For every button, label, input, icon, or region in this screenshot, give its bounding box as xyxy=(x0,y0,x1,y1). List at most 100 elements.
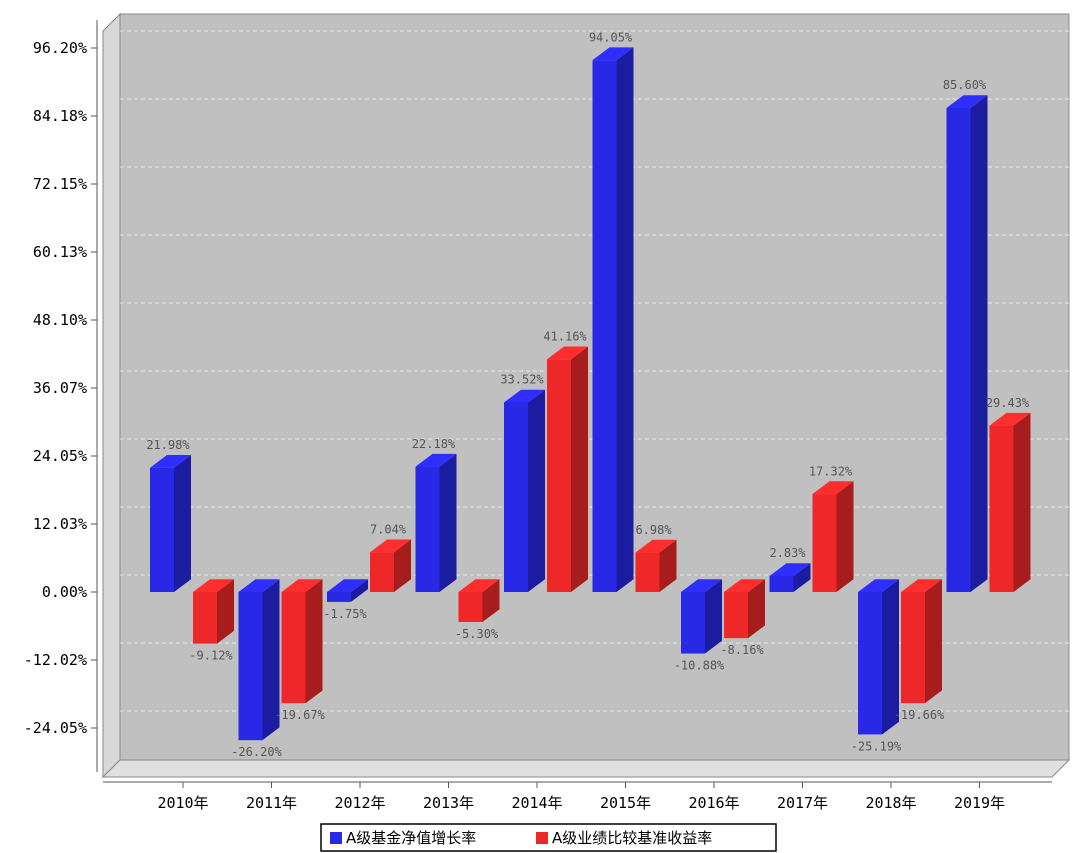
data-label: 7.04% xyxy=(370,522,407,536)
bar-front xyxy=(281,592,306,704)
bar-1-2 xyxy=(370,539,411,592)
y-tick-label: 12.03% xyxy=(33,515,87,533)
y-tick-label: 24.05% xyxy=(33,447,87,465)
bar-top xyxy=(724,579,765,592)
bar-front xyxy=(547,359,571,592)
x-tick-label: 2016年 xyxy=(688,794,739,812)
bar-front xyxy=(415,466,440,592)
y-tick-label: 96.20% xyxy=(33,39,87,57)
bar-1-5 xyxy=(635,539,677,592)
data-label: 17.32% xyxy=(809,464,853,478)
bar-0-2 xyxy=(327,579,368,602)
data-label: 22.18% xyxy=(412,437,456,451)
y-tick-label: 36.07% xyxy=(33,379,87,397)
bar-1-6 xyxy=(724,579,765,639)
y-tick-label: -24.05% xyxy=(24,719,87,737)
bar-top xyxy=(989,412,1031,426)
bar-side xyxy=(394,539,411,592)
bar-side xyxy=(571,346,588,592)
bars xyxy=(150,47,1031,741)
data-labels: 21.98% -9.12% -26.20% -19.67% -1.75% 7.04% 22.… xyxy=(146,30,1030,759)
bar-front xyxy=(238,592,263,741)
bar-1-4 xyxy=(547,346,588,592)
data-label: 33.52% xyxy=(500,373,544,387)
bar-side xyxy=(882,579,899,735)
data-label: 94.05% xyxy=(589,30,633,44)
x-tick-label: 2017年 xyxy=(777,794,828,812)
x-tick-label: 2010年 xyxy=(157,794,208,812)
bar-front xyxy=(901,592,925,704)
data-label: -26.20% xyxy=(231,745,282,759)
bar-0-1 xyxy=(238,579,280,741)
bar-side xyxy=(305,579,323,704)
bar-side xyxy=(836,481,854,592)
y-tick-label: 84.18% xyxy=(33,107,87,125)
bar-side xyxy=(748,579,765,639)
bar-front xyxy=(946,107,971,593)
data-label: 21.98% xyxy=(146,438,190,452)
bar-top xyxy=(504,389,545,403)
bar-0-7 xyxy=(769,563,811,592)
bar-top xyxy=(901,579,942,592)
bar-0-6 xyxy=(681,579,722,654)
bar-top xyxy=(635,539,677,553)
bar-0-4 xyxy=(504,389,545,592)
bar-top xyxy=(458,579,500,592)
legend: A级基金净值增长率 A级业绩比较基准收益率 xyxy=(320,823,777,852)
data-label: -9.12% xyxy=(189,649,233,663)
bar-top xyxy=(415,453,457,467)
bar-side xyxy=(439,453,457,592)
bar-side xyxy=(970,95,988,593)
bar-front xyxy=(327,592,351,602)
bar-front xyxy=(370,552,394,592)
y-tick-label: 60.13% xyxy=(33,243,87,261)
bar-top xyxy=(193,579,234,592)
bar-1-8 xyxy=(901,579,942,704)
x-tick-label: 2018年 xyxy=(865,794,916,812)
legend-swatch-series-a xyxy=(330,832,342,844)
bar-front xyxy=(504,402,528,592)
y-tick-label: 48.10% xyxy=(33,311,87,329)
bar-top xyxy=(547,346,588,360)
bar-top xyxy=(812,481,854,495)
bar-top xyxy=(281,579,323,592)
bar-side xyxy=(616,47,634,592)
bar-front xyxy=(724,592,748,639)
bar-side xyxy=(705,579,722,654)
plot-border xyxy=(120,13,1070,760)
bar-top xyxy=(592,47,634,61)
bar-front xyxy=(681,592,705,654)
bar-side xyxy=(262,579,280,741)
axes: -24.05% -12.02% 0.00% 12.03% 24.05% 36.07% 48.… xyxy=(24,20,1052,812)
bar-front xyxy=(193,592,217,644)
data-label: -8.16% xyxy=(720,643,764,657)
legend-label-series-a: A级基金净值增长率 xyxy=(346,829,476,847)
y-tick-label: 72.15% xyxy=(33,175,87,193)
x-tick-label: 2013年 xyxy=(423,794,474,812)
bar-1-1 xyxy=(281,579,323,704)
bar-top xyxy=(370,539,411,553)
x-tick-label: 2015年 xyxy=(600,794,651,812)
bar-top xyxy=(946,95,988,108)
bar-side xyxy=(174,454,191,592)
data-label: 85.60% xyxy=(943,78,987,92)
data-label: -10.88% xyxy=(674,659,725,673)
bar-side xyxy=(793,563,811,592)
plot-left-wall xyxy=(102,12,121,779)
bar-top xyxy=(238,579,280,592)
x-tick-label: 2011年 xyxy=(246,794,297,812)
bar-side xyxy=(925,579,942,704)
data-label: -19.67% xyxy=(274,708,325,722)
bar-side xyxy=(482,579,500,622)
data-label: -19.66% xyxy=(894,708,945,722)
bar-top xyxy=(681,579,722,592)
bar-1-0 xyxy=(193,579,234,644)
bar-side xyxy=(351,579,368,602)
bar-top xyxy=(858,579,899,592)
bar-side xyxy=(659,539,677,592)
data-label: 41.16% xyxy=(543,329,587,343)
bar-front xyxy=(989,425,1014,592)
legend-label-series-b: A级业绩比较基准收益率 xyxy=(552,829,712,847)
plot-floor xyxy=(101,759,1071,778)
bar-1-3 xyxy=(458,579,500,622)
